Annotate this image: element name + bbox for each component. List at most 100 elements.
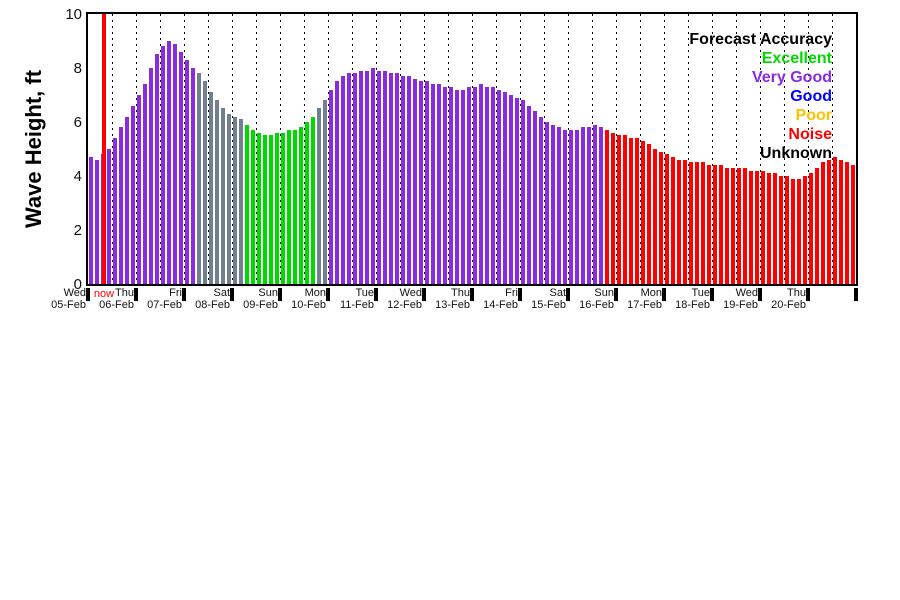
gridline [208, 14, 209, 284]
date-label: 05-Feb [51, 299, 86, 311]
wave-bar [137, 95, 141, 284]
gridline [448, 14, 449, 284]
date-label: 17-Feb [627, 299, 662, 311]
gridline [136, 14, 137, 284]
wave-bar [203, 81, 207, 284]
wave-bar [119, 127, 123, 284]
wave-bar [185, 60, 189, 284]
wave-bar [335, 81, 339, 284]
gridline [808, 14, 809, 284]
wave-bar [305, 122, 309, 284]
wave-bar [233, 117, 237, 284]
wave-bar [503, 92, 507, 284]
wave-bar [215, 100, 219, 284]
wave-bar [845, 162, 849, 284]
wave-bar [413, 79, 417, 284]
wave-bar [647, 144, 651, 284]
wave-bar [545, 122, 549, 284]
gridline [760, 14, 761, 284]
wave-bar [701, 162, 705, 284]
wave-bar [323, 100, 327, 284]
date-label: 10-Feb [291, 299, 326, 311]
weekday-label: Sat [549, 287, 566, 299]
wave-bar [311, 117, 315, 284]
wave-bar [533, 111, 537, 284]
wave-bar [617, 135, 621, 284]
x-axis-day-label: Sat 15-Feb [496, 288, 566, 311]
legend-entry: Very Good [751, 69, 832, 86]
x-tick-mark [710, 288, 714, 301]
legend-title: Forecast Accuracy [689, 31, 832, 48]
wave-bar [299, 127, 303, 284]
wave-bar [689, 162, 693, 284]
wave-bar [431, 84, 435, 284]
weekday-label: Tue [355, 287, 374, 299]
x-axis-day-label: Mon 17-Feb [592, 288, 662, 311]
weekday-label: Sun [594, 287, 614, 299]
gridline [376, 14, 377, 284]
wave-bar [395, 73, 399, 284]
x-tick-mark [614, 288, 618, 301]
x-tick-mark [518, 288, 522, 301]
gridline [112, 14, 113, 284]
date-label: 06-Feb [99, 299, 134, 311]
wave-bar [221, 108, 225, 284]
wave-bar [149, 68, 153, 284]
gridline [736, 14, 737, 284]
wave-bar [539, 117, 543, 284]
wave-bar [317, 108, 321, 284]
gridline [304, 14, 305, 284]
legend-entry: Unknown [760, 145, 832, 162]
wave-bar [605, 130, 609, 284]
weekday-label: Fri [505, 287, 518, 299]
wave-bar [593, 125, 597, 284]
wave-bar [707, 165, 711, 284]
gridline [592, 14, 593, 284]
wave-bar [791, 179, 795, 284]
x-tick-mark [806, 288, 810, 301]
wave-bar [611, 133, 615, 284]
x-tick-mark [566, 288, 570, 301]
wave-bar [515, 98, 519, 284]
wave-bar [827, 160, 831, 284]
wave-bar [767, 173, 771, 284]
y-tick-label: 0 [73, 276, 82, 293]
x-tick-mark [134, 288, 138, 301]
gridline [424, 14, 425, 284]
x-tick-mark [230, 288, 234, 301]
wave-bar [209, 92, 213, 284]
date-label: 15-Feb [531, 299, 566, 311]
wave-bar [683, 160, 687, 284]
wave-bar [581, 127, 585, 284]
wave-bar [641, 141, 645, 284]
wave-bar [461, 90, 465, 284]
wave-bar [479, 84, 483, 284]
wave-bar [737, 168, 741, 284]
wave-bar [125, 117, 129, 284]
gridline [640, 14, 641, 284]
wave-bar [851, 165, 855, 284]
weekday-label: Thu [787, 287, 806, 299]
wave-bar [155, 54, 159, 284]
date-label: 20-Feb [771, 299, 806, 311]
x-tick-mark [182, 288, 186, 301]
x-axis-day-label: Thu 06-Feb [64, 288, 134, 311]
wave-bar [599, 127, 603, 284]
date-label: 09-Feb [243, 299, 278, 311]
y-axis-title: Wave Height, ft [21, 69, 46, 229]
x-axis-day-label: Tue 18-Feb [640, 288, 710, 311]
wave-bar [449, 87, 453, 284]
wave-bar [803, 176, 807, 284]
wave-bar [467, 87, 471, 284]
wave-bar [287, 130, 291, 284]
legend-entry: Poor [795, 107, 832, 124]
x-axis-day-label: Tue 11-Feb [304, 288, 374, 311]
wave-bar [263, 135, 267, 284]
wave-bar [497, 90, 501, 284]
gridline [472, 14, 473, 284]
plot-area [88, 14, 856, 284]
wave-bar [833, 157, 837, 284]
gridline [400, 14, 401, 284]
x-axis-day-label: Sat 08-Feb [160, 288, 230, 311]
